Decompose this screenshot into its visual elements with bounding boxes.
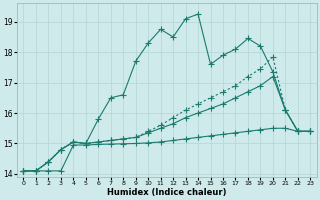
X-axis label: Humidex (Indice chaleur): Humidex (Indice chaleur) — [107, 188, 227, 197]
